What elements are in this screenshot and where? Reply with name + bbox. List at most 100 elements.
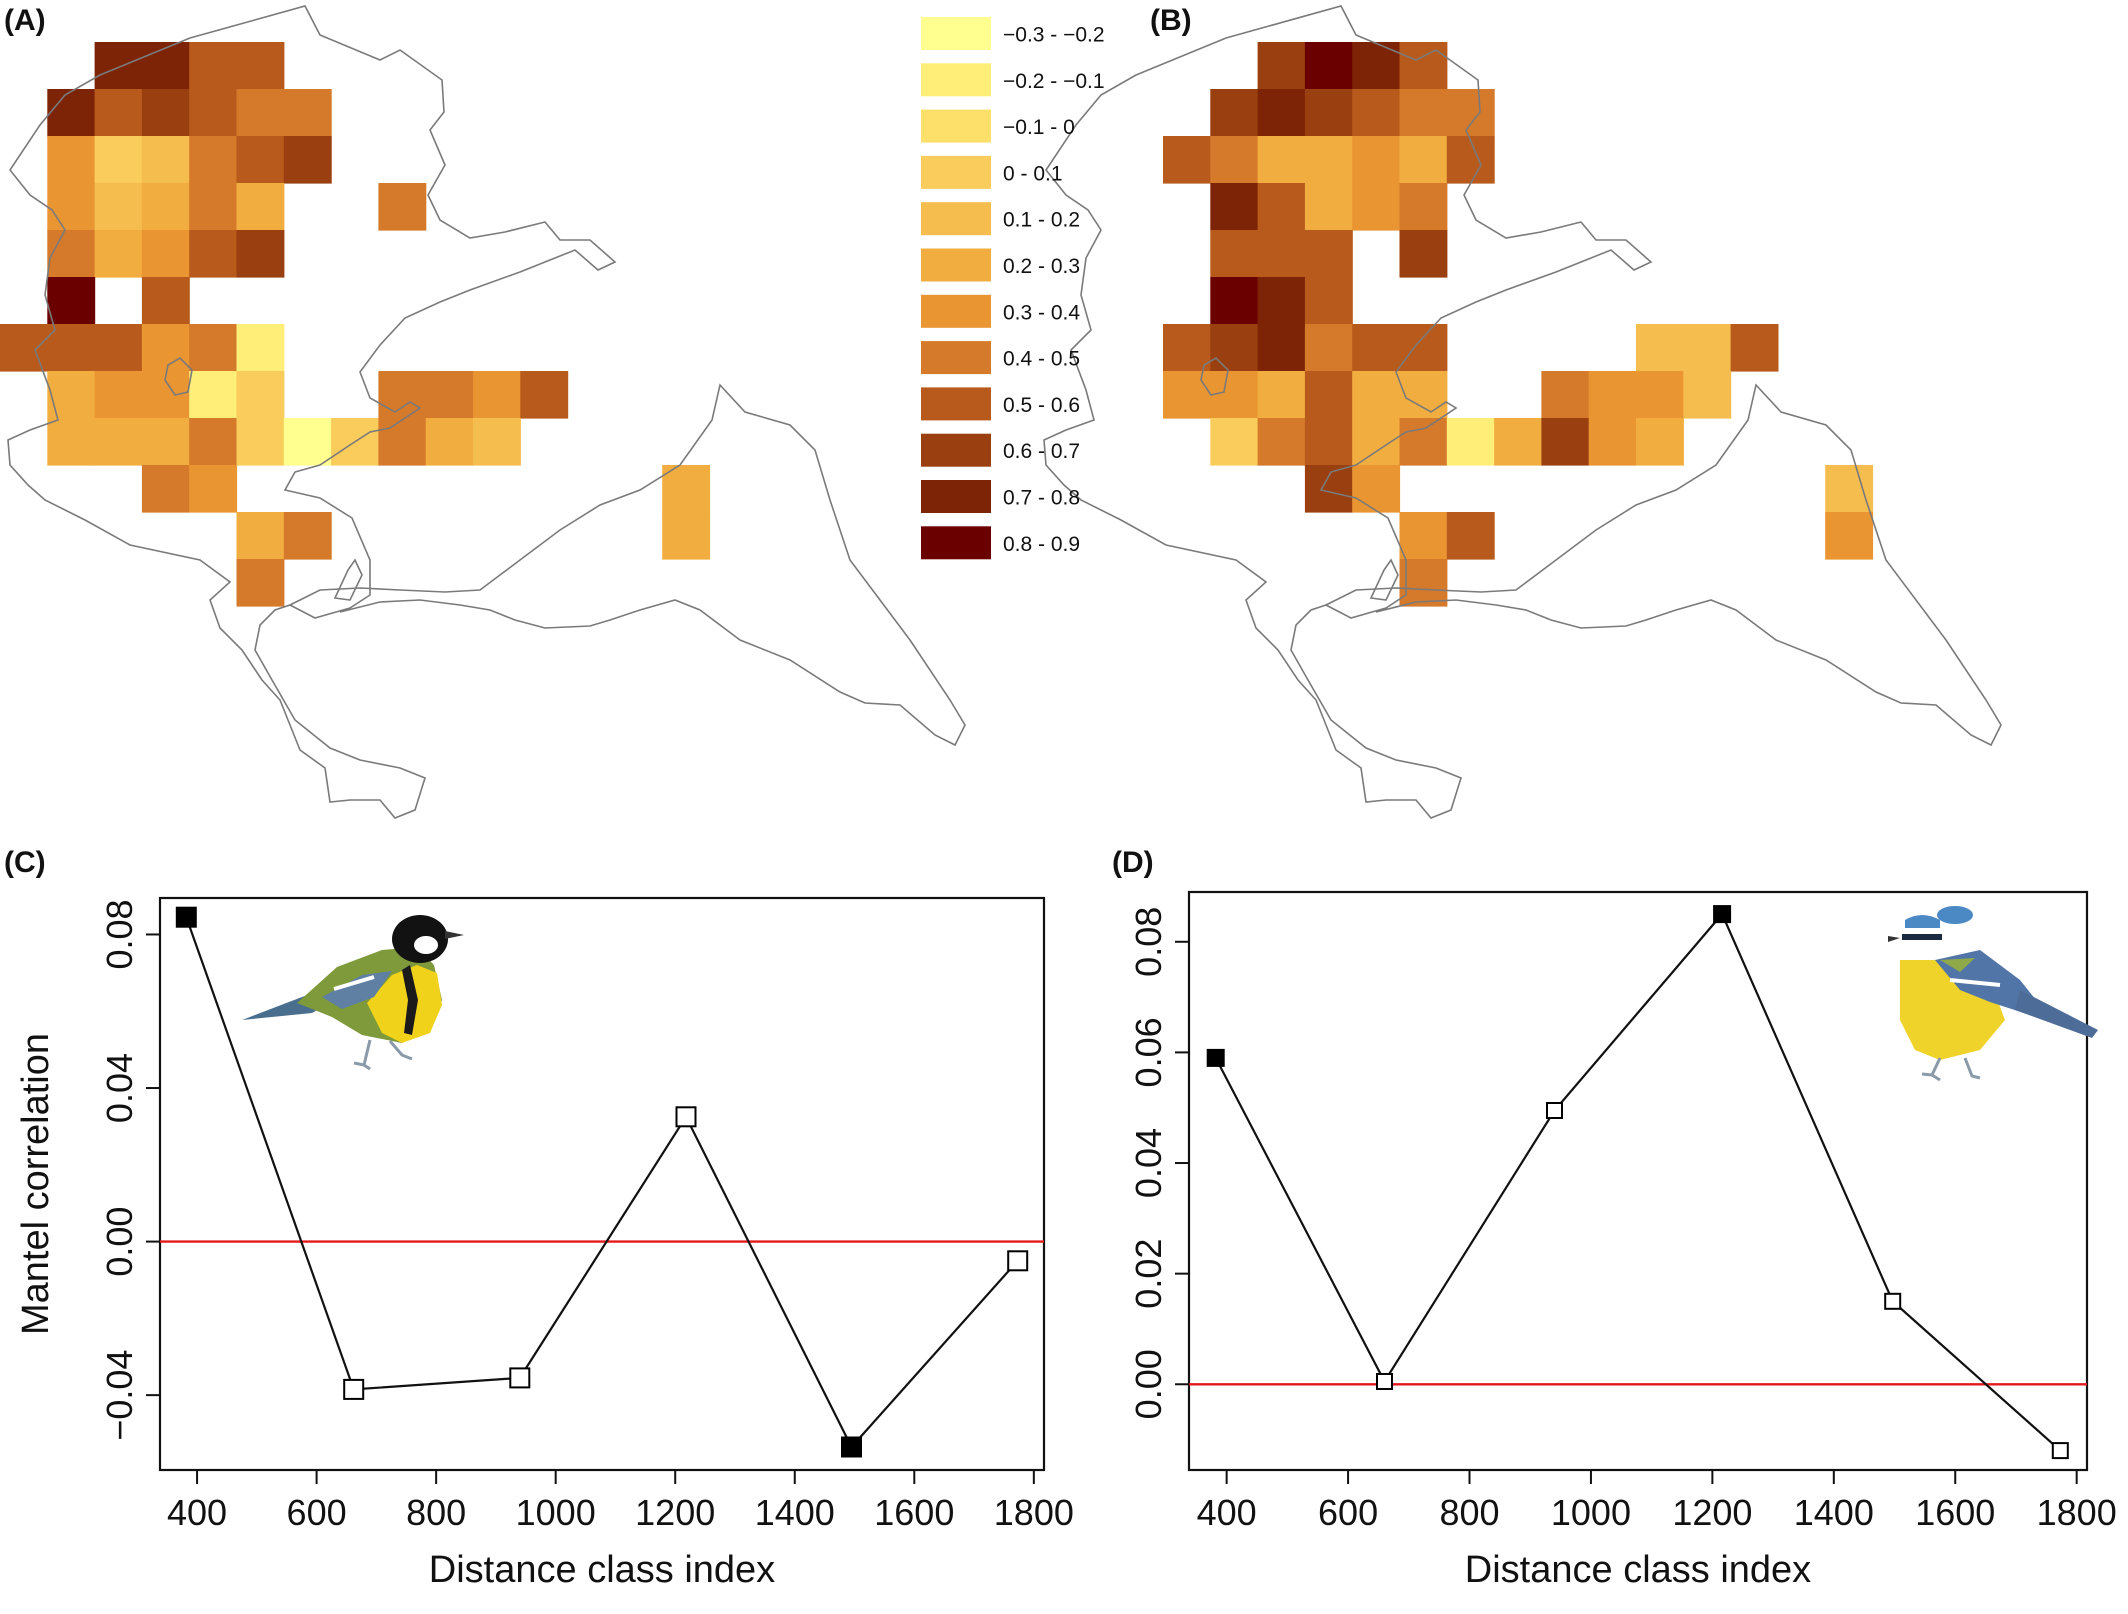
map-a-cell: [47, 371, 96, 419]
panel-label-a: (A): [4, 4, 46, 37]
map-b-cell: [1399, 89, 1448, 137]
map-b-cell: [1352, 418, 1401, 466]
chart-c-x-tick-label: 600: [287, 1492, 347, 1533]
map-b-cell: [1399, 230, 1448, 278]
map-a-cell: [47, 418, 96, 466]
map-a-cell: [378, 183, 427, 231]
legend-swatch: [921, 341, 991, 375]
map-b-cell: [1304, 230, 1353, 278]
map-a-cell: [378, 418, 427, 466]
map-a-cell: [189, 136, 238, 184]
chart-c-point: [675, 1106, 697, 1128]
legend-label: 0.5 - 0.6: [1003, 394, 1080, 417]
legend-swatch: [921, 202, 991, 236]
chart-c-point-significant: [841, 1436, 862, 1458]
map-a-cell: [47, 183, 96, 231]
map-b-cell: [1683, 324, 1732, 372]
map-b-cell: [1636, 371, 1684, 419]
chart-d-x-tick-label: 1600: [1915, 1492, 1995, 1533]
map-b-cell: [1730, 324, 1779, 372]
map-a-cell: [189, 183, 238, 231]
map-b-cell: [1541, 418, 1590, 466]
map-b-cell: [1257, 42, 1306, 90]
map-a-outline: [7, 5, 617, 819]
chart-d-x-axis-title: Distance class index: [1465, 1549, 1811, 1591]
chart-c-point-significant: [175, 906, 197, 928]
panel-label-b: (B): [1150, 4, 1192, 37]
chart-c: 400 600 800 1000 1200 1400 1600 1800 −0.04 0.00 0.…: [15, 896, 1074, 1591]
map-b-cell: [1446, 136, 1495, 184]
map-a-cell: [283, 136, 332, 184]
chart-d-x-tick-label: 1400: [1794, 1492, 1874, 1533]
map-a-islet-1: [164, 356, 193, 396]
map-a-cell: [141, 277, 190, 325]
chart-d: 400 600 800 1000 1200 1400 1600 1800 0.00 0.02 0.0…: [1128, 890, 2117, 1591]
chart-c-x-tick-label: 400: [167, 1492, 227, 1533]
map-b-cell: [1352, 324, 1401, 372]
panel-label-d: (D): [1112, 846, 1154, 879]
map-a-cell: [236, 136, 285, 184]
chart-d-x-tick-label: 400: [1197, 1492, 1257, 1533]
map-b-cell: [1446, 418, 1495, 466]
chart-d-point: [2051, 1442, 2069, 1460]
legend-swatch: [921, 155, 991, 189]
map-a-cell: [283, 418, 332, 466]
map-a-cell: [47, 277, 96, 325]
chart-d-point: [1884, 1292, 1902, 1310]
chart-d-point: [1546, 1102, 1563, 1119]
chart-d-y-tick-label: 0.00: [1128, 1349, 1169, 1419]
chart-c-series-line: [185, 916, 1019, 1449]
map-b-cell: [1163, 324, 1211, 372]
map-b-cell: [1304, 465, 1353, 513]
map-b-cell: [1304, 277, 1353, 325]
blue-tit-icon: [1888, 906, 2098, 1082]
chart-c-point: [1007, 1250, 1029, 1272]
map-a-cell: [141, 324, 190, 372]
legend-label: −0.1 - 0: [1003, 116, 1075, 139]
map-b-cell: [1352, 136, 1401, 184]
map-b-cell: [1257, 418, 1306, 466]
legend-label: 0.7 - 0.8: [1003, 487, 1080, 510]
map-a-islet-2: [333, 558, 363, 601]
map-a-cell: [141, 89, 190, 137]
map-a-cell: [473, 418, 521, 466]
map-b-cell: [1304, 89, 1353, 137]
map-a-cell: [425, 371, 474, 419]
chart-d-point-significant: [1206, 1048, 1225, 1067]
map-b-cell: [1399, 418, 1448, 466]
map-b-cell: [1399, 371, 1448, 419]
legend: −0.3 - −0.2 −0.2 - −0.1 −0.1 - 0 0 - 0.1 0.1…: [921, 17, 1105, 560]
legend-swatch: [921, 433, 991, 467]
map-a-cell: [662, 512, 711, 560]
legend-swatch: [921, 480, 991, 513]
map-a-cell: [94, 183, 143, 231]
legend-swatch: [921, 387, 991, 421]
map-b-outline: [1043, 5, 1653, 819]
map-b-cell: [1399, 512, 1448, 560]
legend-swatch: [921, 294, 991, 328]
map-b-cell: [1352, 183, 1401, 231]
chart-c-y-tick-label: 0.00: [99, 1207, 140, 1277]
chart-d-series-line: [1214, 912, 2062, 1452]
map-a-outline-east: [289, 383, 966, 747]
legend-swatch: [921, 526, 991, 560]
map-a-cell: [189, 371, 238, 419]
legend-swatch: [921, 63, 991, 97]
map-b-cell: [1399, 183, 1448, 231]
map-a-cell: [141, 183, 190, 231]
map-b-islet-1: [1200, 356, 1229, 396]
map-b-cell: [1210, 277, 1259, 325]
map-b-cell: [1210, 136, 1259, 184]
map-b-cell: [1352, 465, 1401, 513]
legend-swatch: [921, 248, 991, 282]
chart-d-point: [1376, 1373, 1393, 1390]
map-b-cell: [1304, 418, 1353, 466]
map-a-cell: [94, 89, 143, 137]
map-b-cell: [1541, 371, 1590, 419]
map-b-cell: [1446, 512, 1495, 560]
chart-c-point: [343, 1378, 365, 1400]
map-b-cell: [1210, 418, 1259, 466]
chart-c-x-tick-label: 1200: [635, 1492, 715, 1533]
legend-label: 0.1 - 0.2: [1003, 209, 1080, 232]
map-a-cell: [520, 371, 569, 419]
